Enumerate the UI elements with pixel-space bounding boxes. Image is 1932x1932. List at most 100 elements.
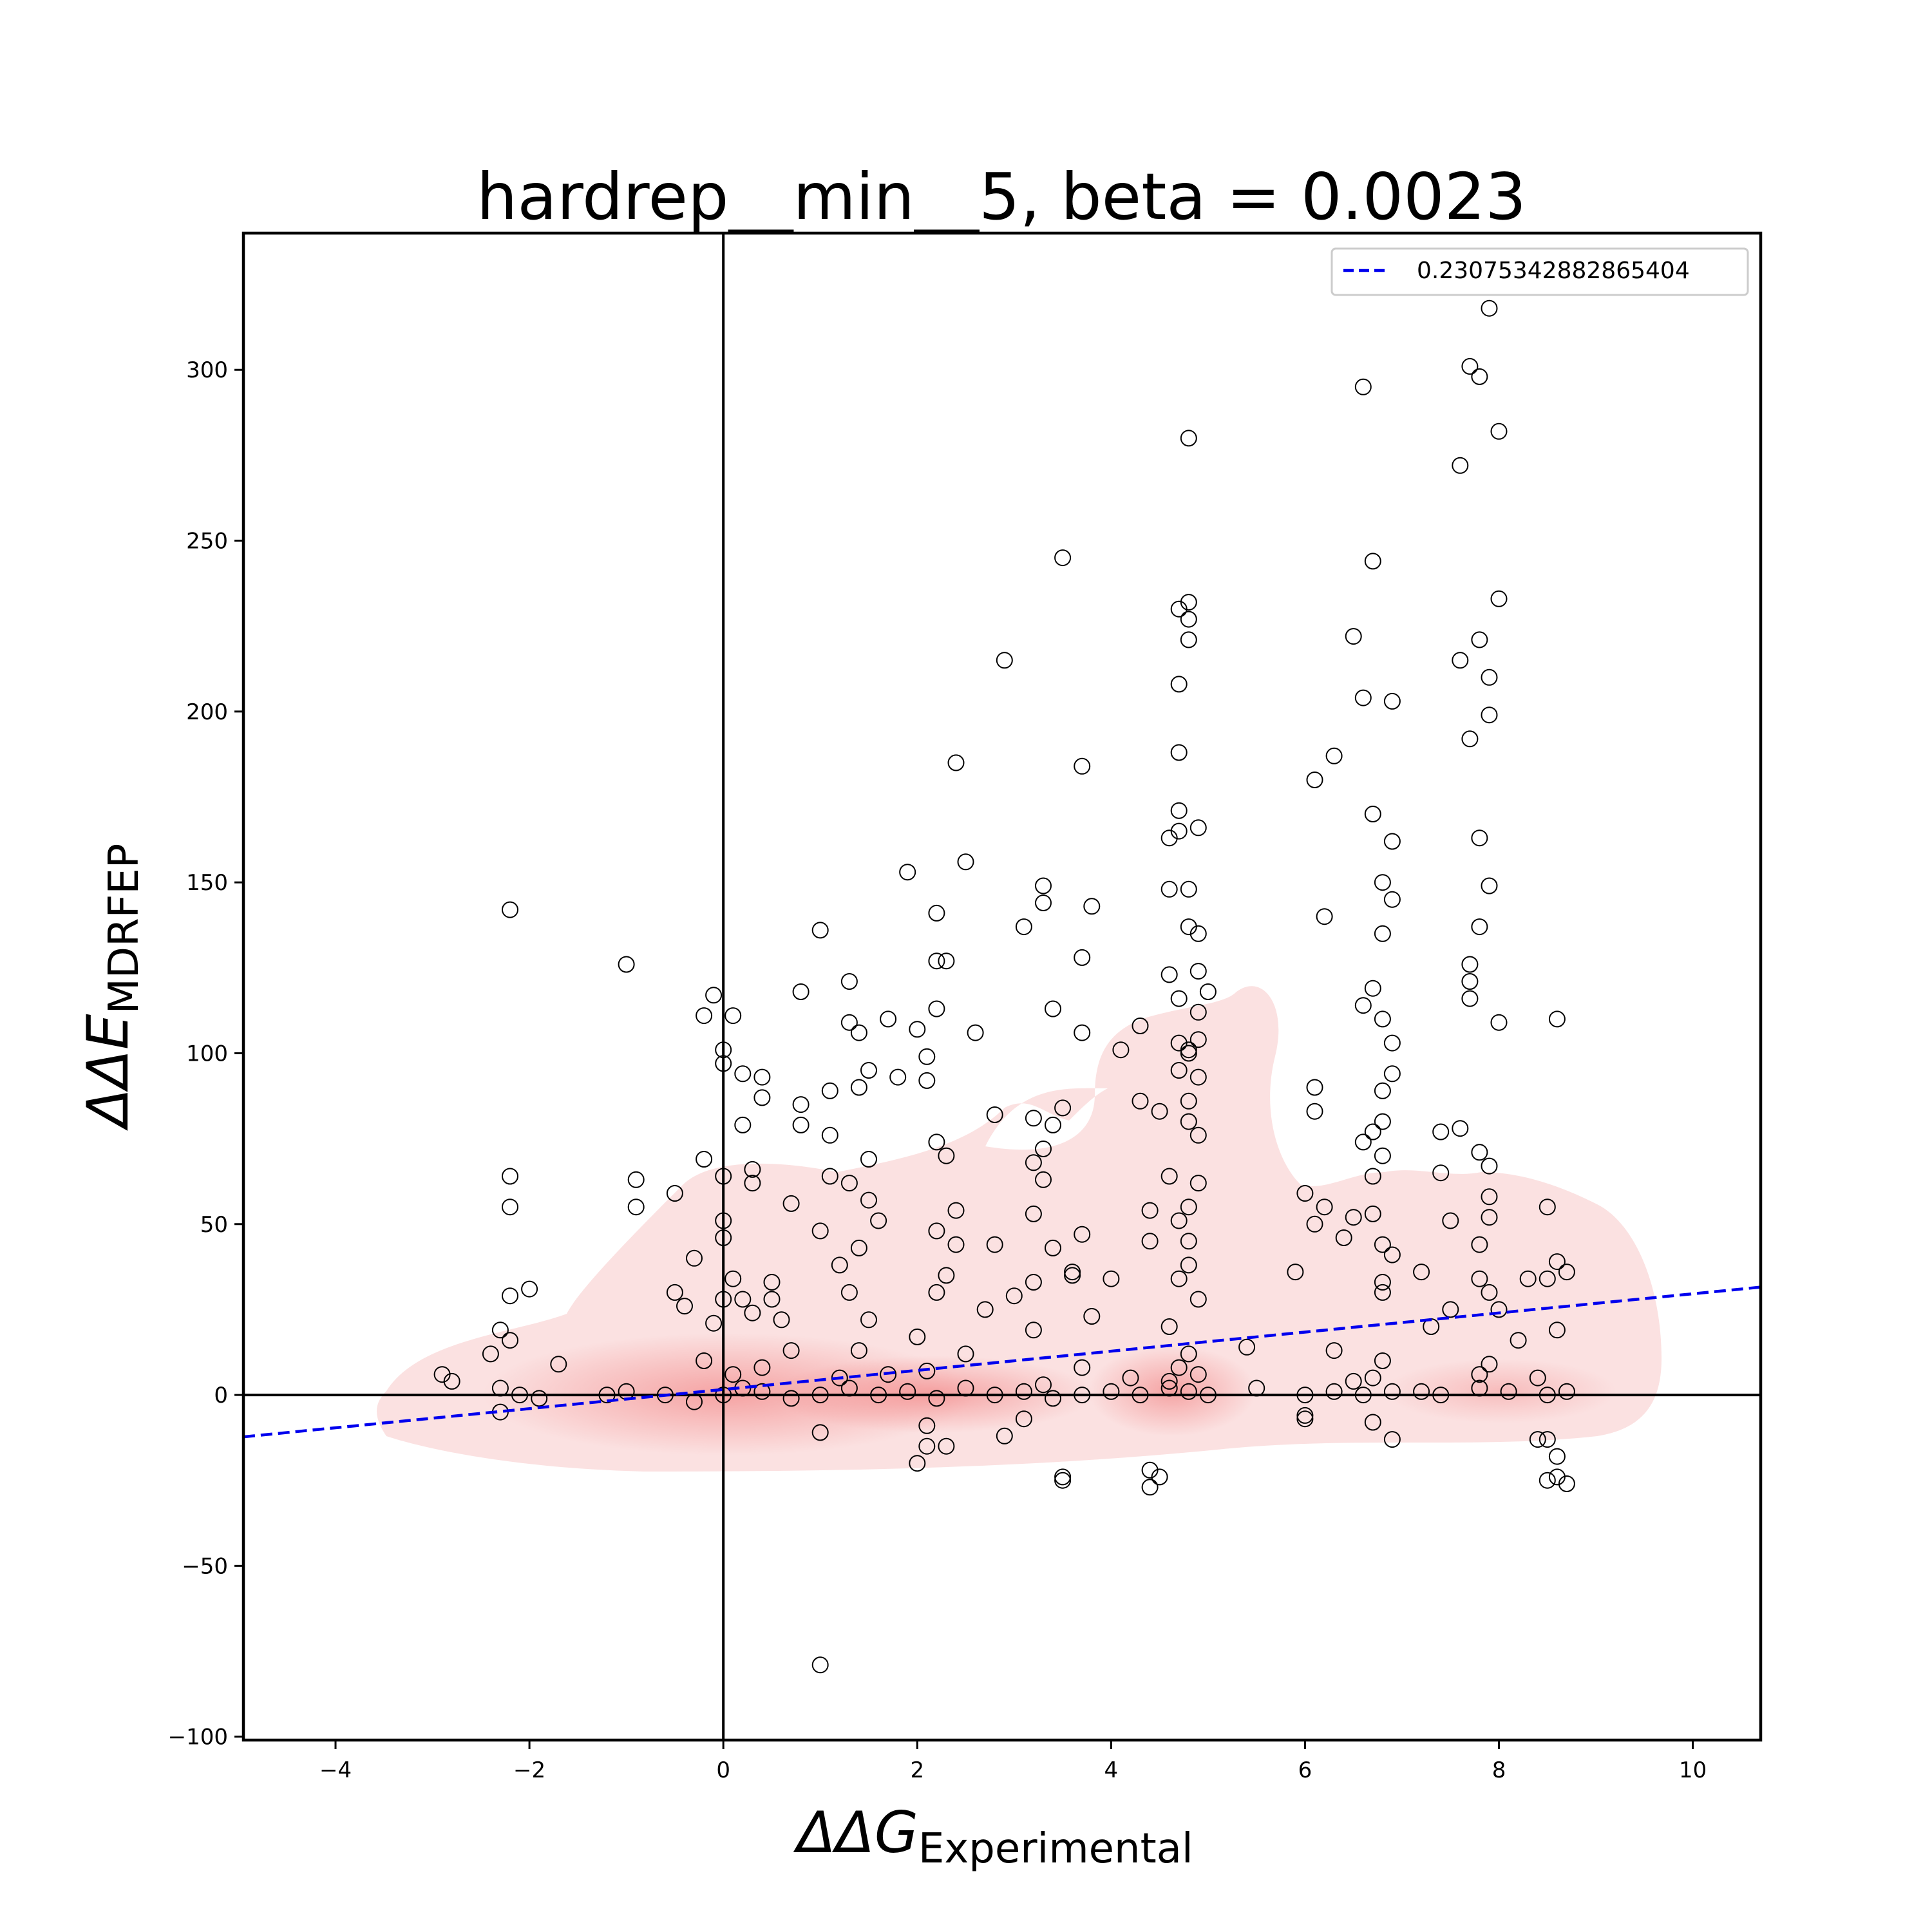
data-point: [947, 1236, 965, 1253]
data-point: [1529, 1369, 1546, 1387]
data-point: [1364, 1168, 1381, 1185]
y-tick-label: 300: [186, 357, 228, 383]
data-point: [938, 1267, 955, 1284]
data-point: [1180, 1383, 1197, 1400]
data-point: [850, 1342, 867, 1359]
data-point: [1170, 1212, 1188, 1229]
data-point: [1364, 980, 1381, 997]
scatter-points: [433, 299, 1575, 1674]
x-tick-label: −2: [513, 1757, 545, 1783]
y-tick-label: 100: [186, 1041, 228, 1066]
data-point: [840, 1379, 858, 1397]
data-point: [724, 1270, 742, 1287]
data-point: [860, 1062, 877, 1079]
data-point: [1364, 1205, 1381, 1222]
data-point: [1519, 1270, 1537, 1287]
data-point: [1432, 1164, 1450, 1182]
data-point: [715, 1055, 732, 1072]
data-point: [792, 1096, 810, 1113]
data-point: [1383, 1246, 1401, 1264]
data-point: [860, 1191, 877, 1209]
data-point: [1132, 1387, 1149, 1404]
data-point: [1539, 1198, 1556, 1216]
data-point: [840, 1175, 858, 1192]
data-point: [1481, 706, 1498, 724]
data-point: [811, 1387, 829, 1404]
data-point: [909, 1328, 926, 1345]
data-point: [1374, 874, 1391, 891]
data-point: [1383, 1034, 1401, 1052]
data-point: [1248, 1379, 1265, 1397]
data-point: [1442, 1301, 1459, 1318]
data-point: [928, 1390, 945, 1407]
x-tick-label: 4: [1104, 1757, 1119, 1783]
data-point: [782, 1195, 800, 1212]
data-point: [1180, 1113, 1197, 1130]
data-point: [928, 1000, 945, 1018]
data-point: [1287, 1264, 1304, 1281]
data-point: [491, 1321, 509, 1339]
data-point: [1490, 590, 1508, 607]
data-point: [1374, 925, 1391, 942]
data-point: [1383, 891, 1401, 908]
data-point: [811, 1222, 829, 1240]
data-point: [1452, 1120, 1469, 1137]
fit-line: [243, 1285, 1761, 1439]
x-tick-label: 10: [1679, 1757, 1707, 1783]
data-point: [1481, 877, 1498, 895]
data-point: [1083, 1308, 1101, 1325]
data-point: [1316, 908, 1333, 925]
data-point: [502, 1332, 518, 1349]
data-point: [811, 922, 829, 939]
data-point: [1180, 1345, 1197, 1363]
data-point: [1025, 1274, 1042, 1291]
data-point: [666, 1283, 683, 1301]
data-point: [1170, 1062, 1188, 1079]
data-point: [1306, 1215, 1323, 1233]
data-point: [821, 1168, 838, 1185]
data-point: [502, 1198, 518, 1216]
y-tick-label: 50: [200, 1212, 228, 1238]
data-point: [1189, 1291, 1207, 1308]
data-point: [1413, 1383, 1430, 1400]
data-point: [1354, 689, 1372, 706]
data-point: [957, 853, 974, 871]
data-point: [686, 1249, 703, 1267]
data-point: [928, 904, 945, 922]
data-point: [986, 1236, 1003, 1253]
data-point: [666, 1185, 683, 1202]
data-point: [1374, 1236, 1391, 1253]
data-point: [1374, 1352, 1391, 1369]
data-point: [1383, 1431, 1401, 1448]
data-point: [724, 1366, 742, 1383]
data-point: [1529, 1431, 1546, 1448]
data-point: [1471, 918, 1488, 936]
data-point: [1189, 925, 1207, 942]
data-point: [782, 1342, 800, 1359]
data-point: [1383, 1065, 1401, 1083]
data-point: [1413, 1264, 1430, 1281]
data-point: [1296, 1406, 1314, 1424]
data-point: [715, 1168, 732, 1185]
data-point: [918, 1417, 936, 1434]
data-point: [1132, 1018, 1149, 1034]
data-point: [1160, 1379, 1178, 1397]
data-point: [1345, 628, 1362, 645]
data-point: [1170, 822, 1188, 840]
data-point: [1054, 1468, 1072, 1486]
x-tick-label: −4: [319, 1757, 352, 1783]
data-point: [1539, 1387, 1556, 1404]
data-point: [928, 1222, 945, 1240]
data-point: [1354, 1387, 1372, 1404]
data-point: [715, 1387, 732, 1404]
data-point: [909, 1021, 926, 1038]
data-point: [1045, 1239, 1061, 1256]
data-point: [1548, 1010, 1566, 1028]
data-point: [1316, 1198, 1333, 1216]
data-point: [686, 1393, 703, 1410]
data-point: [1471, 1379, 1488, 1397]
data-point: [1558, 1264, 1575, 1281]
data-point: [1374, 1010, 1391, 1028]
data-point: [1160, 880, 1178, 898]
data-point: [938, 952, 955, 970]
